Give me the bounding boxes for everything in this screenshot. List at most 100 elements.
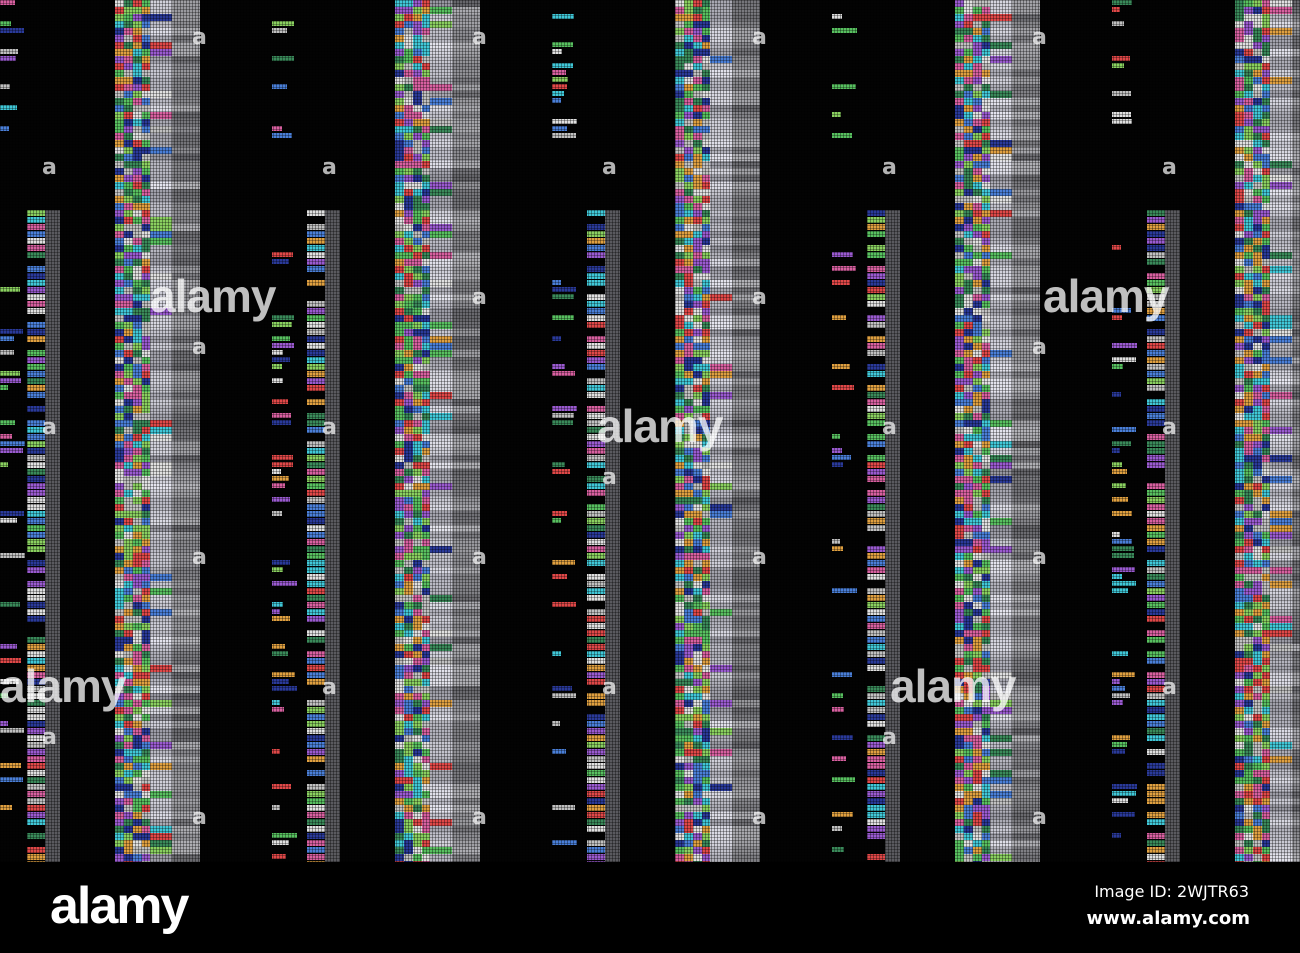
pixel-block — [413, 105, 422, 112]
pixel-block — [732, 413, 760, 420]
pixel-block — [395, 462, 404, 469]
pixel-block — [1112, 546, 1134, 551]
pixel-block — [1235, 483, 1244, 490]
pixel-block — [272, 469, 281, 474]
pixel-block — [395, 525, 404, 532]
pixel-block — [27, 588, 45, 594]
pixel-block — [955, 175, 964, 182]
pixel-block — [990, 350, 1012, 357]
pixel-block — [430, 756, 452, 763]
pixel-block — [693, 567, 702, 574]
pixel-block — [552, 805, 575, 810]
pixel-block — [395, 259, 404, 266]
pixel-block — [1235, 49, 1244, 56]
pixel-block — [115, 567, 124, 574]
pixel-block — [1235, 350, 1244, 357]
pixel-block — [413, 805, 422, 812]
pixel-block — [413, 833, 422, 840]
pixel-block — [684, 21, 693, 28]
watermark-mark: a — [1162, 415, 1177, 441]
pixel-block — [1270, 70, 1292, 77]
pixel-block — [452, 686, 480, 693]
pixel-block — [1235, 91, 1244, 98]
pixel-block — [150, 392, 172, 399]
pixel-block — [1292, 763, 1300, 770]
pixel-block — [1253, 147, 1262, 154]
pixel-block — [133, 546, 142, 553]
pixel-block — [172, 609, 200, 616]
pixel-block — [45, 462, 60, 469]
pixel-block — [973, 259, 982, 266]
pixel-block — [732, 63, 760, 70]
pixel-block — [1270, 287, 1292, 294]
pixel-block — [133, 721, 142, 728]
pixel-block — [684, 847, 693, 854]
pixel-block — [430, 406, 452, 413]
pixel-block — [1244, 168, 1253, 175]
pixel-block — [832, 672, 852, 677]
pixel-block — [964, 126, 973, 133]
pixel-block — [973, 217, 982, 224]
pixel-block — [1147, 637, 1165, 643]
pixel-block — [150, 819, 172, 826]
pixel-block — [430, 273, 452, 280]
pixel-block — [395, 518, 404, 525]
pixel-block — [587, 798, 605, 804]
pixel-block — [1292, 455, 1300, 462]
pixel-block — [973, 84, 982, 91]
pixel-block — [710, 7, 732, 14]
pixel-block — [693, 574, 702, 581]
pixel-block — [1112, 742, 1127, 747]
pixel-block — [1270, 7, 1292, 14]
pixel-block — [1112, 364, 1123, 369]
pixel-block — [832, 847, 844, 852]
pixel-block — [307, 399, 325, 405]
pixel-block — [964, 511, 973, 518]
pixel-block — [605, 714, 620, 721]
pixel-block — [395, 238, 404, 245]
pixel-block — [27, 364, 45, 370]
pixel-block — [404, 798, 413, 805]
pixel-block — [1253, 553, 1262, 560]
pixel-block — [452, 714, 480, 721]
pixel-block — [404, 378, 413, 385]
pixel-block — [430, 665, 452, 672]
pixel-block — [973, 112, 982, 119]
pixel-block — [1147, 371, 1165, 377]
pixel-block — [964, 77, 973, 84]
pixel-block — [885, 455, 900, 462]
pixel-block — [710, 392, 732, 399]
pixel-block — [115, 749, 124, 756]
pixel-block — [1292, 322, 1300, 329]
pixel-block — [675, 833, 684, 840]
pixel-block — [710, 525, 732, 532]
pixel-block — [955, 441, 964, 448]
pixel-block — [732, 763, 760, 770]
pixel-block — [150, 35, 172, 42]
pixel-block — [1253, 280, 1262, 287]
pixel-block — [27, 406, 45, 412]
pixel-block — [307, 581, 325, 587]
pixel-block — [430, 798, 452, 805]
pixel-block — [430, 455, 452, 462]
pixel-block — [325, 616, 340, 623]
pixel-block — [1270, 343, 1292, 350]
pixel-block — [1292, 182, 1300, 189]
pixel-block — [1270, 385, 1292, 392]
pixel-block — [684, 112, 693, 119]
pixel-block — [710, 721, 732, 728]
pixel-block — [133, 490, 142, 497]
pixel-block — [452, 770, 480, 777]
pixel-block — [150, 546, 172, 553]
pixel-block — [395, 28, 404, 35]
pixel-block — [115, 588, 124, 595]
pixel-block — [1244, 42, 1253, 49]
pixel-block — [452, 322, 480, 329]
pixel-block — [885, 371, 900, 378]
watermark-mark: a — [882, 155, 897, 181]
pixel-block — [1165, 490, 1180, 497]
pixel-block — [1165, 749, 1180, 756]
pixel-block — [1235, 637, 1244, 644]
pixel-block — [115, 532, 124, 539]
pixel-block — [45, 406, 60, 413]
